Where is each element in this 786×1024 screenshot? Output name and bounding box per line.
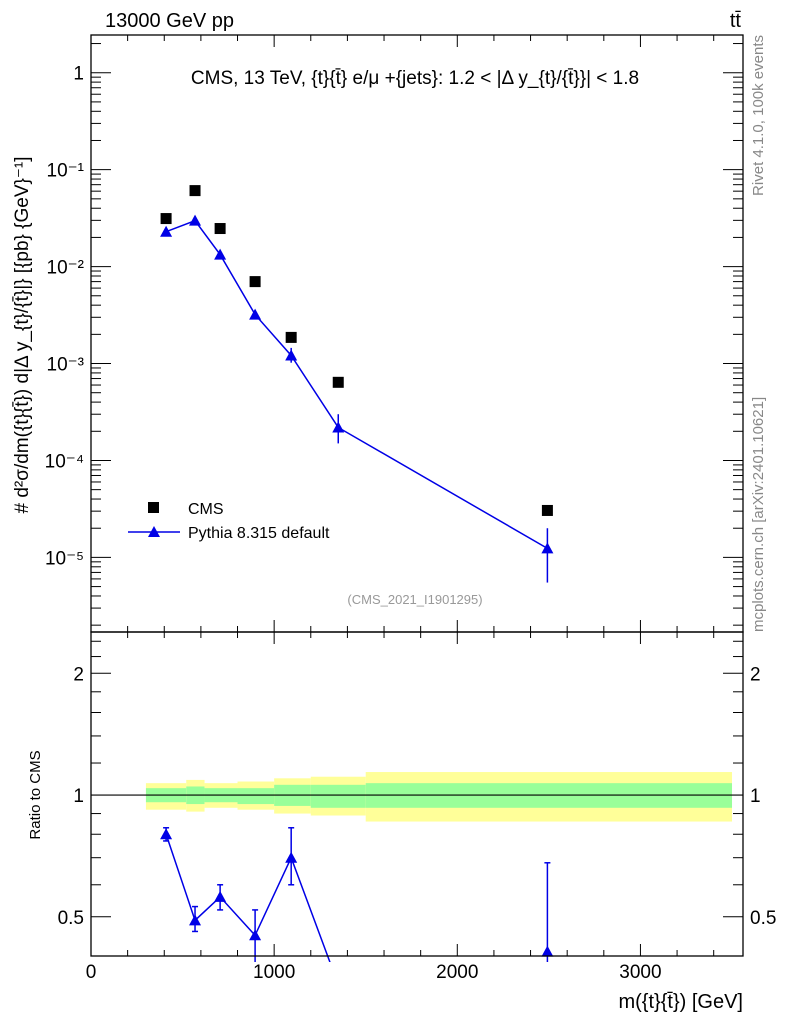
y-tick-label: 1 [73, 64, 84, 85]
legend-cms-marker [148, 502, 159, 513]
pythia-data-point [189, 214, 202, 226]
legend-pythia-marker [148, 526, 160, 537]
mcplots-label: mcplots.cern.ch [arXiv:2401.10621] [750, 397, 767, 632]
header-left: 13000 GeV pp [105, 10, 234, 32]
cms-data-point [189, 185, 201, 197]
pythia-data-point [160, 225, 173, 237]
legend-pythia-label: Pythia 8.315 default [188, 525, 330, 542]
cms-data-point [541, 504, 553, 516]
pythia-data-point [285, 349, 298, 361]
x-tick-label: 0 [86, 962, 97, 983]
chart-title: CMS, 13 TeV, {t}{t̄} e/μ +{jets}: 1.2 < … [191, 68, 639, 89]
cms-data-point [285, 331, 297, 343]
ratio-data-point [285, 851, 298, 863]
ratio-y-tick-label: 1 [73, 786, 84, 807]
ratio-data-point [214, 890, 227, 902]
ratio-y-tick-label: 0.5 [58, 908, 84, 929]
ratio-band-green [310, 784, 366, 808]
ratio-data-point [160, 828, 173, 840]
main-frame [90, 34, 744, 633]
ratio-frame [90, 631, 744, 957]
ratio-y-tick-label-right: 0.5 [750, 908, 776, 929]
x-tick-label: 3000 [619, 962, 661, 983]
y-tick-label: 10⁻² [47, 258, 85, 279]
pythia-data-point [541, 542, 554, 554]
ratio-data-point [249, 929, 262, 941]
x-tick-label: 1000 [253, 962, 295, 983]
y-tick-label: 10⁻⁵ [45, 548, 84, 569]
cms-data-point [160, 213, 172, 225]
y-tick-label: 10⁻⁴ [45, 451, 84, 472]
pythia-data-point [214, 248, 227, 260]
ratio-band-green [237, 788, 275, 805]
cms-data-point [332, 376, 344, 388]
y-tick-label: 10⁻³ [47, 355, 85, 376]
ratio-y-tick-label: 2 [73, 664, 84, 685]
pythia-data-point [332, 421, 345, 433]
y-axis-label: # d²σ/dm({t}{t̄}) d|Δ y_{t}/{t̄}|} [{pb}… [12, 156, 33, 513]
ratio-y-tick-label-right: 1 [750, 786, 761, 807]
y-tick-label: 10⁻¹ [47, 161, 85, 182]
ratio-data-point [189, 914, 202, 926]
cms-data-point [249, 276, 261, 288]
ratio-data-point [541, 945, 554, 957]
pythia-line [165, 219, 548, 549]
ratio-y-tick-label-right: 2 [750, 664, 761, 685]
rivet-label: Rivet 4.1.0, 100k events [750, 35, 767, 196]
ratio-line [165, 834, 331, 962]
legend-cms-label: CMS [188, 501, 224, 518]
ratio-y-axis-label: Ratio to CMS [27, 750, 44, 839]
header-right: tt̄ [730, 10, 742, 32]
cms-data-point [214, 223, 226, 235]
x-axis-label: m({t}{t̄}) [GeV] [618, 991, 743, 1013]
watermark: (CMS_2021_I1901295) [347, 592, 482, 607]
ratio-series [160, 827, 554, 962]
x-tick-label: 2000 [436, 962, 478, 983]
pythia-data-point [249, 308, 262, 320]
